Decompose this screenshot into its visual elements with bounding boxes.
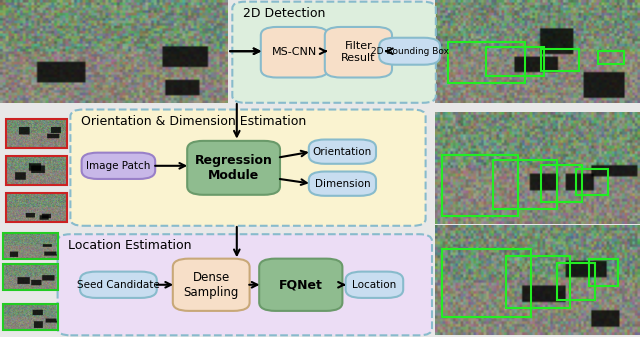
- Bar: [506, 256, 570, 308]
- FancyBboxPatch shape: [187, 141, 280, 195]
- FancyBboxPatch shape: [325, 27, 392, 78]
- Text: Location: Location: [352, 280, 397, 290]
- Bar: [598, 51, 624, 64]
- Bar: [493, 160, 557, 209]
- FancyBboxPatch shape: [346, 272, 403, 298]
- Bar: [3, 304, 58, 330]
- FancyBboxPatch shape: [232, 2, 436, 103]
- FancyBboxPatch shape: [82, 153, 155, 179]
- FancyBboxPatch shape: [309, 140, 376, 164]
- Text: Location Estimation: Location Estimation: [68, 239, 192, 252]
- Text: MS-CNN: MS-CNN: [272, 47, 317, 57]
- Text: Orientation: Orientation: [313, 147, 372, 157]
- Text: Seed Candidate: Seed Candidate: [77, 280, 160, 290]
- Text: 2D Bounding Box: 2D Bounding Box: [371, 47, 449, 56]
- Bar: [442, 155, 518, 216]
- FancyBboxPatch shape: [173, 259, 250, 311]
- Text: FQNet: FQNet: [279, 278, 323, 291]
- Bar: [486, 47, 544, 76]
- FancyBboxPatch shape: [261, 27, 328, 78]
- Text: Filter
Result: Filter Result: [341, 41, 376, 63]
- Text: Orientation & Dimension Estimation: Orientation & Dimension Estimation: [81, 115, 307, 128]
- Bar: [576, 168, 608, 195]
- Bar: [3, 233, 58, 259]
- Bar: [541, 49, 579, 71]
- Bar: [541, 165, 582, 202]
- FancyBboxPatch shape: [259, 259, 342, 311]
- Text: Image Patch: Image Patch: [86, 161, 150, 171]
- FancyBboxPatch shape: [80, 272, 157, 298]
- Bar: [3, 264, 58, 290]
- Bar: [448, 42, 525, 83]
- Text: 2D Detection: 2D Detection: [243, 7, 326, 20]
- FancyBboxPatch shape: [58, 234, 432, 335]
- Bar: [6, 156, 67, 185]
- Bar: [6, 119, 67, 148]
- Text: Regression
Module: Regression Module: [195, 154, 273, 182]
- Bar: [557, 263, 595, 300]
- Text: Dimension: Dimension: [315, 179, 370, 189]
- Bar: [6, 193, 67, 222]
- FancyBboxPatch shape: [70, 110, 426, 226]
- FancyBboxPatch shape: [380, 38, 440, 65]
- Bar: [442, 249, 531, 317]
- Text: Dense
Sampling: Dense Sampling: [184, 271, 239, 299]
- Bar: [589, 259, 618, 286]
- FancyBboxPatch shape: [309, 172, 376, 196]
